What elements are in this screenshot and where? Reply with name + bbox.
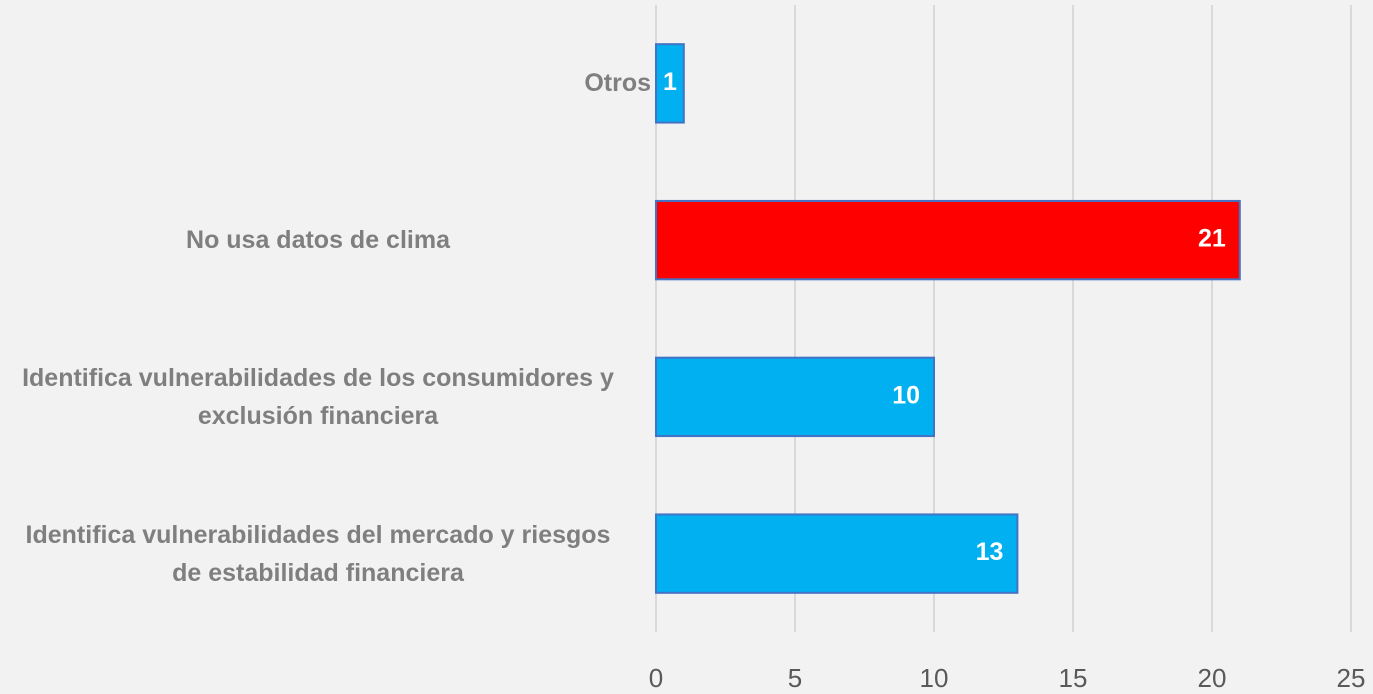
- x-tick-label: 0: [649, 663, 663, 693]
- category-label: Identifica vulnerabilidades del mercado …: [25, 520, 611, 587]
- x-tick-label: 15: [1059, 663, 1088, 693]
- bar: [655, 356, 935, 438]
- x-tick-label: 5: [788, 663, 802, 693]
- bar: [655, 199, 1241, 281]
- data-label: 10: [892, 381, 920, 409]
- category-label: Otros: [584, 69, 651, 98]
- category-label: No usa datos de clima: [186, 226, 450, 255]
- category-label: Identifica vulnerabilidades de los consu…: [22, 363, 614, 430]
- x-tick-label: 10: [920, 663, 949, 693]
- bar: [655, 513, 1019, 594]
- x-tick-label: 20: [1198, 663, 1227, 693]
- x-tick-label: 25: [1337, 663, 1366, 693]
- bar: [655, 43, 685, 124]
- data-label: 21: [1198, 225, 1226, 253]
- data-label: 13: [976, 538, 1004, 566]
- data-label: 1: [663, 68, 677, 96]
